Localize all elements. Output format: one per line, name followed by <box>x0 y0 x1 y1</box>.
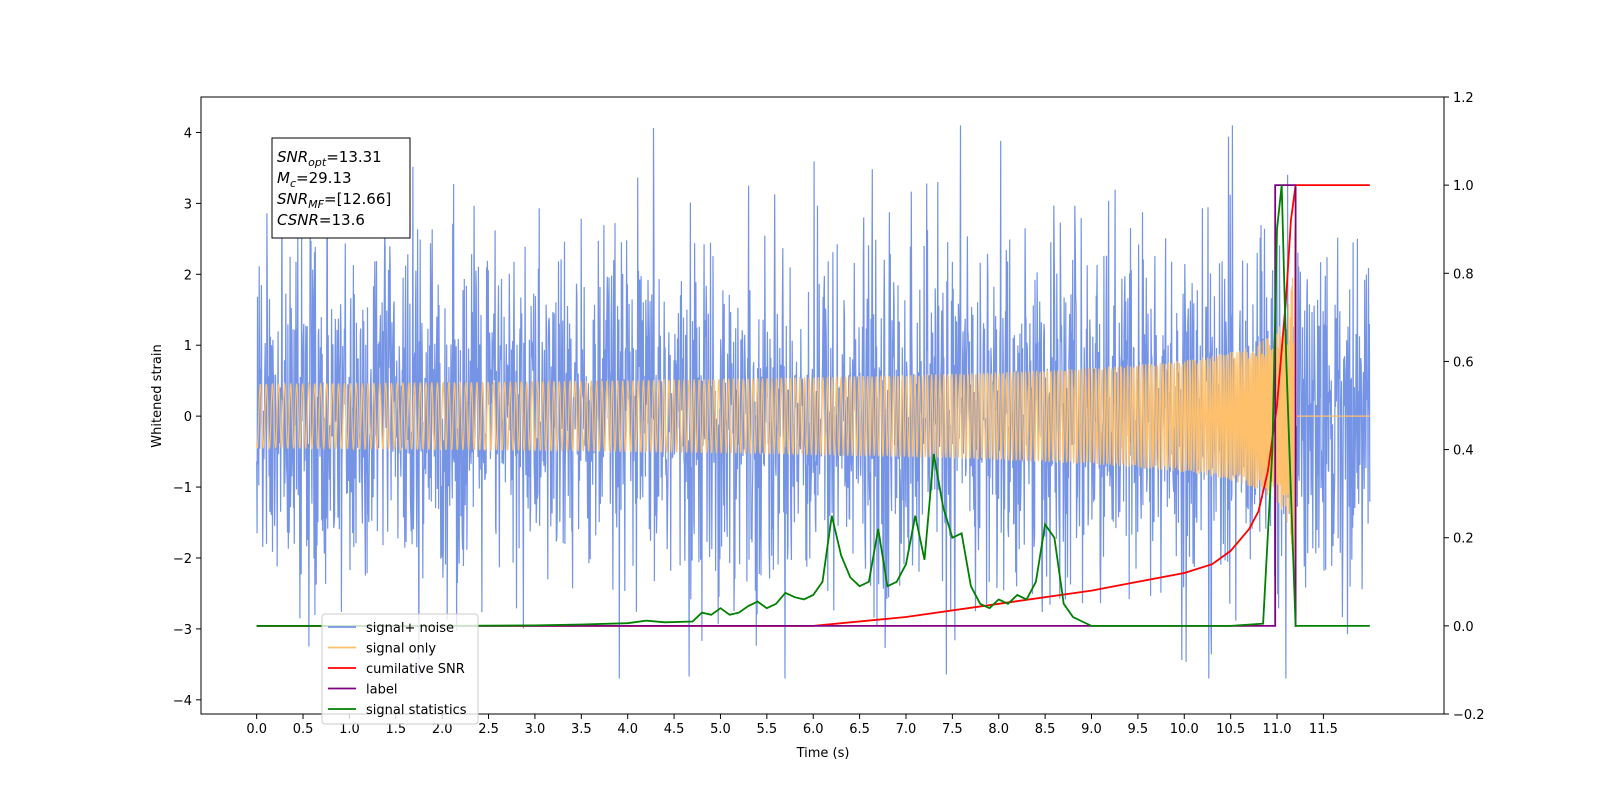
x-tick-label: 2.5 <box>478 722 499 737</box>
legend: signal+ noise signal only cumilative SNR la… <box>321 613 479 725</box>
legend-entry: label <box>366 683 397 698</box>
x-tick-label: 0.0 <box>246 722 267 737</box>
series-signal-only <box>256 223 1370 580</box>
legend-entry: signal only <box>366 642 436 657</box>
x-tick-label: 5.0 <box>710 722 731 737</box>
y2-tick-label: 1.2 <box>1453 91 1474 106</box>
y2-tick-label: 0.8 <box>1453 267 1474 282</box>
y-tick-label: −4 <box>173 694 192 709</box>
annotation-symbol: SNR <box>277 148 308 166</box>
legend-entry: signal+ noise <box>366 621 454 636</box>
y-tick-label: 0 <box>184 410 192 425</box>
x-tick-label: 3.5 <box>571 722 592 737</box>
x-tick-label: 4.0 <box>617 722 638 737</box>
x-tick-label: 8.0 <box>988 722 1009 737</box>
y2-tick-label: 0.6 <box>1453 355 1474 370</box>
x-tick-label: 6.0 <box>803 722 824 737</box>
x-tick-label: 10.0 <box>1170 722 1199 737</box>
x-tick-label: 9.5 <box>1128 722 1149 737</box>
y-tick-label: 1 <box>184 339 192 354</box>
x-tick-label: 6.5 <box>849 722 870 737</box>
y-tick-label: 4 <box>184 126 192 141</box>
x-tick-label: 11.0 <box>1263 722 1292 737</box>
x-tick-label: 9.0 <box>1081 722 1102 737</box>
y-tick-label: −2 <box>173 552 192 567</box>
x-tick-label: 8.5 <box>1035 722 1056 737</box>
annotation-value: =29.13 <box>296 169 352 187</box>
plot-frame <box>200 96 1445 715</box>
annotation-subscript: opt <box>308 156 327 169</box>
y-axis-label: Whitened strain <box>150 344 165 447</box>
axes: 0.0 0.5 1.0 1.5 2.0 2.5 3.0 3.5 4.0 4.5 5.0 5.5 6.0 6… <box>173 91 1485 737</box>
legend-frame <box>321 613 479 725</box>
annotation-line: CSNR=13.6 <box>277 211 365 229</box>
y-tick-label: −1 <box>173 481 192 496</box>
y2-tick-label: 0.0 <box>1453 620 1474 635</box>
series-signal-statistics <box>256 185 1370 627</box>
annotation-value: =13.31 <box>326 148 382 166</box>
x-tick-label: 1.5 <box>385 722 406 737</box>
y2-tick-label: −0.2 <box>1453 708 1485 723</box>
plot-marks <box>256 125 1371 679</box>
x-tick-label: 1.0 <box>339 722 360 737</box>
y-tick-label: −3 <box>173 623 192 638</box>
annotation-line: Mc=29.13 <box>277 169 352 190</box>
y-tick-label: 3 <box>184 197 192 212</box>
x-axis-label: Time (s) <box>796 746 850 761</box>
x-tick-label: 7.5 <box>942 722 963 737</box>
x-tick-label: 11.5 <box>1309 722 1338 737</box>
annotation-box: SNRopt=13.31Mc=29.13SNRMF=[12.66]CSNR=13… <box>271 137 411 239</box>
x-tick-label: 10.5 <box>1216 722 1245 737</box>
annotation-line: SNRMF=[12.66] <box>277 190 391 211</box>
x-tick-label: 2.0 <box>432 722 453 737</box>
annotation-symbol: CSNR <box>277 211 319 229</box>
y2-tick-label: 0.2 <box>1453 532 1474 547</box>
x-tick-label: 4.5 <box>664 722 685 737</box>
legend-entry: signal statistics <box>366 703 467 718</box>
annotation-line: SNRopt=13.31 <box>277 148 382 169</box>
annotation-frame <box>271 137 411 239</box>
y2-tick-label: 0.4 <box>1453 444 1474 459</box>
x-tick-label: 0.5 <box>293 722 314 737</box>
annotation-value: =[12.66] <box>324 190 391 208</box>
legend-entry: cumilative SNR <box>366 662 465 677</box>
annotation-value: =13.6 <box>319 211 365 229</box>
x-tick-label: 3.0 <box>525 722 546 737</box>
x-tick-label: 5.5 <box>756 722 777 737</box>
annotation-symbol: M <box>277 169 290 187</box>
annotation-symbol: SNR <box>277 190 308 208</box>
series-cumulative-snr <box>256 184 1370 627</box>
x-tick-label: 7.0 <box>896 722 917 737</box>
y-tick-label: 2 <box>184 268 192 283</box>
annotation-subscript: MF <box>308 198 324 211</box>
y2-tick-label: 1.0 <box>1453 179 1474 194</box>
annotation-subscript: c <box>290 177 296 190</box>
